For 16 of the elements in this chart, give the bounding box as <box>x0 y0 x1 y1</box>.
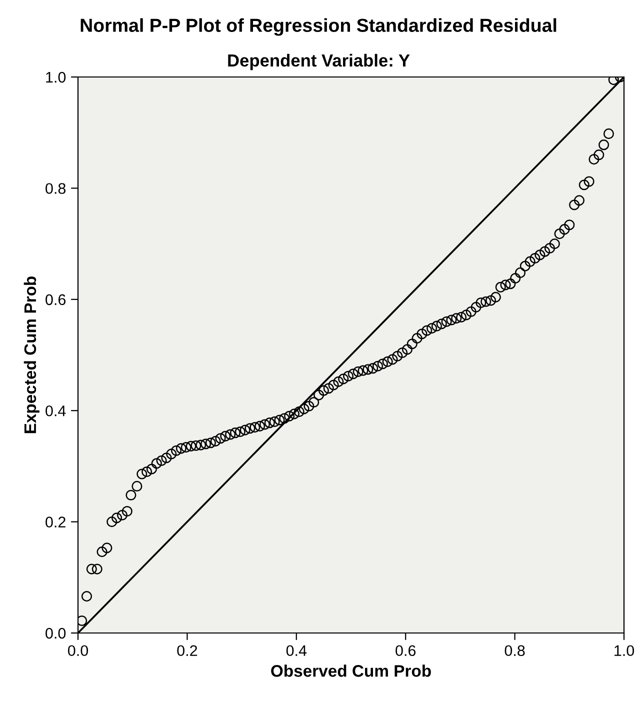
y-axis-title: Expected Cum Prob <box>24 276 40 434</box>
x-tick-label: 0.6 <box>396 645 416 656</box>
y-tick-label: 0.4 <box>46 405 66 416</box>
y-tick-label: 1.0 <box>46 72 66 83</box>
x-tick-label: 0.4 <box>286 645 307 656</box>
x-tick-label: 0.0 <box>68 645 88 656</box>
x-tick-label: 1.0 <box>614 645 634 656</box>
x-tick-label: 0.2 <box>177 645 198 656</box>
y-tick-label: 0.2 <box>46 516 66 528</box>
y-tick-label: 0.0 <box>46 628 66 639</box>
y-tick-label: 0.6 <box>46 294 66 306</box>
y-tick-label: 0.8 <box>46 183 66 194</box>
chart-title: Normal P-P Plot of Regression Standardized Residual <box>80 18 556 36</box>
x-axis-title: Observed Cum Prob <box>271 664 431 677</box>
chart-subtitle: Dependent Variable: Y <box>228 54 410 70</box>
x-tick-label: 0.8 <box>504 645 525 656</box>
